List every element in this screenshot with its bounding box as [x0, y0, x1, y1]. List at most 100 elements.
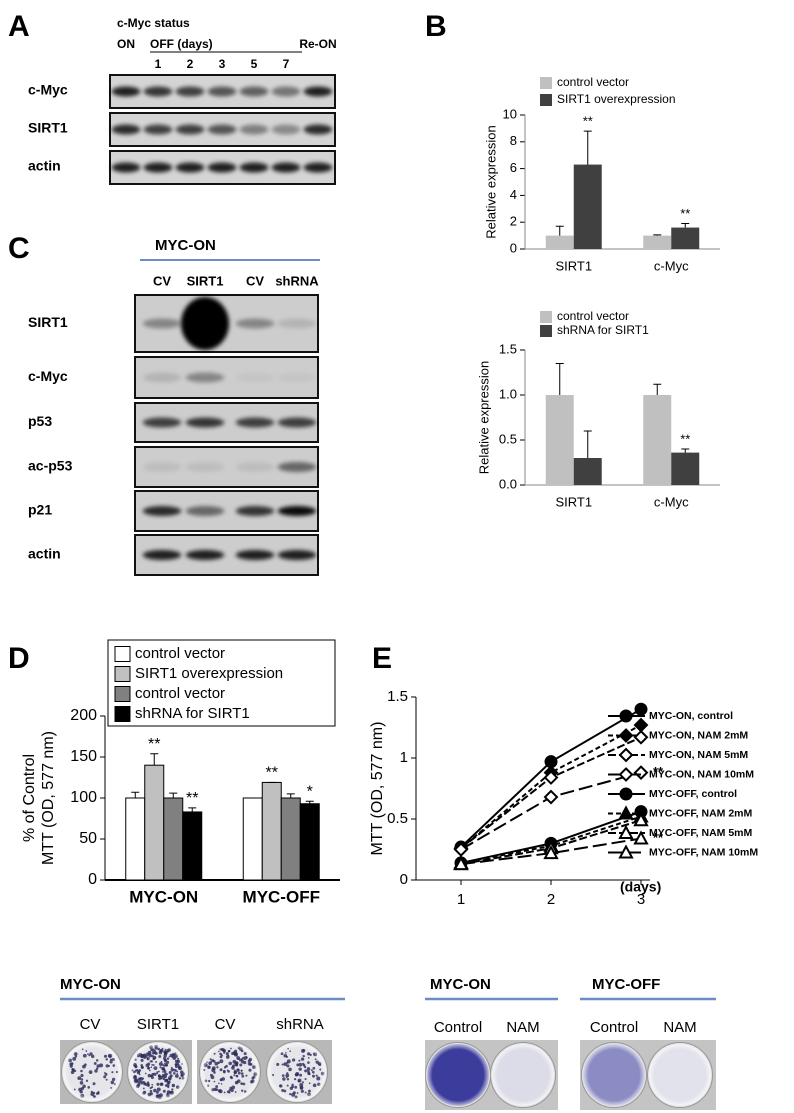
legend-label: SIRT1 overexpression: [557, 92, 676, 106]
row-label: c-Myc: [28, 82, 68, 98]
row-label: p53: [28, 413, 52, 429]
blot-band: [142, 550, 182, 560]
legend-label: MYC-ON, NAM 10mM: [649, 768, 754, 780]
blot-band: [175, 86, 205, 97]
x-axis-label: (days): [620, 879, 661, 895]
error-bar: [653, 383, 662, 395]
y-axis-label: MTT (OD, 577 nm): [40, 731, 57, 865]
blot-band: [277, 372, 317, 383]
blot-band: [175, 124, 205, 135]
blot-band: [143, 162, 173, 173]
blot-band: [277, 462, 317, 472]
panel-label: E: [372, 642, 392, 675]
colony-header: MYC-ON: [60, 976, 121, 993]
y-tick-label: 0: [88, 871, 97, 888]
marker: [618, 767, 634, 782]
marker: [543, 770, 559, 785]
lane-label: Control: [590, 1019, 638, 1036]
line: [460, 837, 642, 866]
bar: [671, 227, 700, 249]
y-tick-label: 0.5: [387, 810, 408, 827]
bar: [182, 811, 203, 881]
y-tick-label: 1.5: [387, 688, 408, 705]
legend-label: control vector: [135, 685, 225, 702]
blot-band: [185, 417, 225, 428]
significance: *: [307, 783, 313, 800]
legend-label: MYC-OFF, NAM 10mM: [649, 846, 758, 858]
blot-band: [239, 86, 269, 97]
dish-rim: [200, 1042, 260, 1102]
y-tick-label: 0: [400, 871, 408, 888]
bar: [643, 235, 672, 249]
lane-label: CV: [215, 1016, 236, 1033]
marker: [619, 709, 633, 723]
y-tick-label: 2: [510, 214, 517, 229]
marker: [633, 717, 649, 733]
blot-band: [271, 162, 301, 173]
blot-band: [111, 124, 141, 135]
dish-rim: [426, 1043, 490, 1107]
legend-label: MYC-ON, control: [649, 710, 733, 722]
legend-swatch: [540, 325, 552, 337]
bar: [671, 452, 700, 485]
blot-header: MYC-ON: [155, 237, 216, 254]
x-tick-label: SIRT1: [555, 258, 592, 273]
legend-label: control vector: [557, 309, 629, 323]
panel-label: D: [8, 642, 30, 675]
y-axis-label: % of Control: [21, 754, 38, 842]
bar: [299, 803, 320, 881]
legend-swatch: [114, 706, 131, 722]
lane-label: 7: [283, 57, 290, 71]
lane-label: Re-ON: [299, 37, 336, 51]
lane-label: SIRT1: [187, 273, 224, 288]
blot-band: [175, 162, 205, 173]
significance: **: [148, 736, 160, 753]
y-tick-label: 1: [400, 749, 408, 766]
y-tick-label: 8: [510, 133, 517, 148]
y-tick-label: 4: [510, 187, 517, 202]
bar: [242, 797, 263, 881]
marker: [618, 805, 634, 820]
legend-box: [107, 639, 336, 727]
blot-band: [207, 86, 237, 97]
y-tick-label: 150: [70, 748, 97, 765]
x-tick-label: 2: [547, 891, 555, 908]
marker: [633, 812, 649, 827]
significance: **: [266, 765, 278, 782]
bar: [545, 235, 574, 249]
x-tick-label: c-Myc: [654, 494, 689, 509]
error-bar: [555, 225, 564, 236]
blot-band: [142, 372, 182, 383]
y-tick-label: 10: [503, 106, 517, 121]
significance: **: [583, 114, 593, 129]
marker: [453, 856, 469, 871]
lane-label: SIRT1: [137, 1016, 179, 1033]
legend-label: control vector: [135, 645, 225, 662]
legend-label: SIRT1 overexpression: [135, 665, 283, 682]
dish-rim: [267, 1042, 327, 1102]
lane-label: CV: [80, 1016, 101, 1033]
legend-swatch: [114, 686, 131, 702]
dish-rim: [582, 1043, 646, 1107]
blot-band: [185, 550, 225, 560]
legend-label: shRNA for SIRT1: [557, 323, 649, 337]
dish-rim: [491, 1043, 555, 1107]
error-bar: [169, 792, 178, 798]
y-tick-label: 6: [510, 160, 517, 175]
lane-label: NAM: [506, 1019, 539, 1036]
legend-swatch: [114, 646, 131, 662]
blot-band: [235, 372, 275, 383]
marker: [633, 830, 649, 845]
row-label: ac-p53: [28, 458, 73, 474]
blot-band: [207, 162, 237, 173]
error-bar: [681, 223, 690, 228]
y-axis-label: Relative expression: [483, 125, 498, 238]
significance: **: [680, 206, 690, 221]
marker: [633, 729, 649, 745]
error-bar: [286, 793, 295, 798]
bar: [144, 764, 165, 881]
marker: [618, 824, 634, 839]
blot-band: [239, 162, 269, 173]
